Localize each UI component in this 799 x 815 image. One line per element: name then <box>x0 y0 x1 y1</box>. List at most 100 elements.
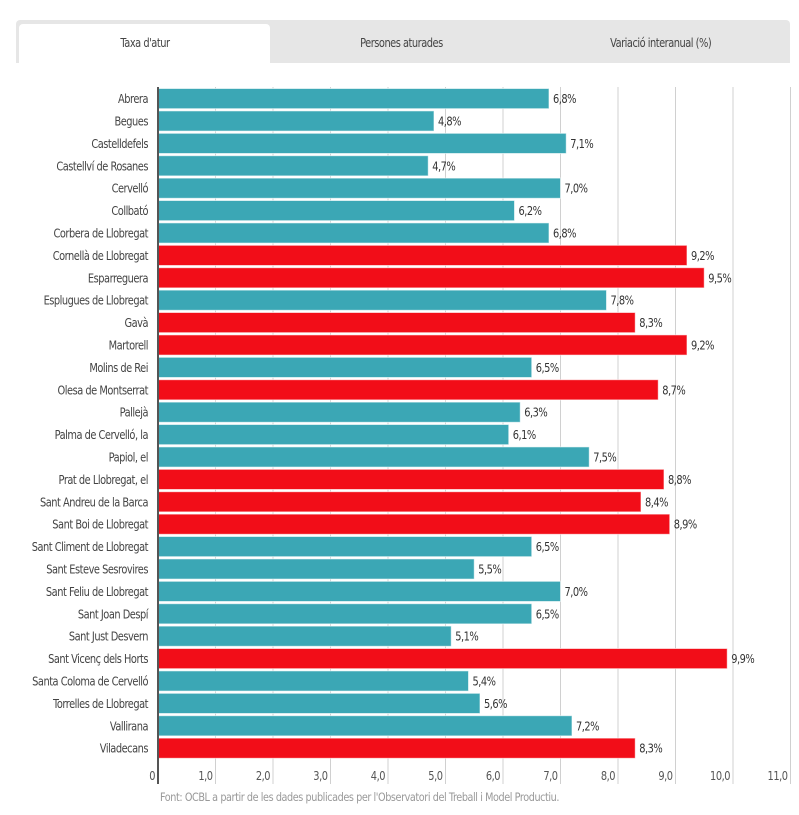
category-label: Castelldefels <box>91 137 148 151</box>
category-label: Castellví de Rosanes <box>56 159 148 173</box>
category-label: Viladecans <box>100 742 149 756</box>
value-labels: 6,8% 4,8% 7,1% 4,7% 7,0% 6,2% 6,8% 9,2% 9,5% 7,8%… <box>432 92 755 756</box>
data-label: 7,8% <box>611 294 634 308</box>
bar[interactable] <box>157 580 561 602</box>
category-label: Sant Boi de Llobregat <box>52 518 149 532</box>
tab-taxa-atur[interactable]: Taxa d'atur <box>19 24 270 63</box>
source-note: Font: OCBL a partir de les dades publica… <box>160 790 560 804</box>
category-label: Sant Vicenç dels Horts <box>48 652 149 666</box>
data-label: 7,2% <box>576 719 599 733</box>
data-label: 5,5% <box>478 563 501 577</box>
x-tick-label: 10,0 <box>710 769 730 783</box>
bar[interactable] <box>157 625 452 647</box>
category-label: Sant Just Desvern <box>69 630 149 644</box>
category-label: Prat de Llobregat, el <box>59 473 149 487</box>
data-label: 6,2% <box>519 204 542 218</box>
category-label: Gavà <box>124 316 148 330</box>
data-label: 7,1% <box>570 137 593 151</box>
category-label: Esplugues de Llobregat <box>44 294 150 308</box>
bar[interactable] <box>157 177 561 199</box>
bar[interactable] <box>157 468 665 490</box>
tab-label: Variació interanual (%) <box>610 36 712 50</box>
category-labels: Abrera Begues Castelldefels Castellví de Ro… <box>32 92 150 756</box>
x-tick-label: 5,0 <box>428 769 443 783</box>
bar[interactable] <box>157 401 521 423</box>
data-label: 7,0% <box>565 585 588 599</box>
bar[interactable] <box>157 603 533 625</box>
category-label: Sant Esteve Sesrovires <box>46 563 148 577</box>
bar[interactable] <box>157 289 607 311</box>
x-tick-label: 11,0 <box>768 769 788 783</box>
tab-persones-aturades[interactable]: Persones aturades <box>270 24 532 63</box>
bar[interactable] <box>157 267 705 289</box>
data-label: 5,1% <box>455 630 478 644</box>
category-label: Sant Feliu de Llobregat <box>46 585 149 599</box>
tab-label: Taxa d'atur <box>119 36 170 50</box>
data-label: 8,3% <box>639 316 662 330</box>
bar[interactable] <box>157 132 567 155</box>
tab-bar: Taxa d'atur Persones aturades Variació i… <box>16 20 790 63</box>
category-label: Santa Coloma de Cervelló <box>32 675 149 689</box>
bar[interactable] <box>157 648 728 670</box>
category-label: Sant Joan Despí <box>78 607 149 621</box>
data-label: 8,4% <box>645 495 668 509</box>
tab-variacio-interanual[interactable]: Variació interanual (%) <box>532 24 790 63</box>
data-label: 7,5% <box>593 451 616 465</box>
category-label: Sant Andreu de la Barca <box>40 495 148 509</box>
data-label: 8,8% <box>668 473 691 487</box>
bar[interactable] <box>157 379 659 401</box>
category-label: Pallejà <box>120 406 148 420</box>
category-label: Martorell <box>109 339 149 353</box>
category-label: Corbera de Llobregat <box>54 227 150 241</box>
category-label: Vallirana <box>110 719 148 733</box>
bar[interactable] <box>157 312 636 334</box>
bar[interactable] <box>157 513 671 535</box>
data-label: 6,8% <box>553 227 576 241</box>
bar[interactable] <box>157 334 688 356</box>
data-label: 9,2% <box>691 339 714 353</box>
data-label: 6,5% <box>536 361 559 375</box>
x-tick-label: 9,0 <box>658 769 673 783</box>
category-label: Cornellà de Llobregat <box>53 249 149 263</box>
category-label: Olesa de Montserrat <box>58 383 150 397</box>
bar[interactable] <box>157 222 550 244</box>
bar[interactable] <box>157 715 573 737</box>
category-label: Papiol, el <box>109 451 149 465</box>
data-label: 7,0% <box>565 182 588 196</box>
bar[interactable] <box>157 155 429 177</box>
data-label: 9,2% <box>691 249 714 263</box>
bar[interactable] <box>157 670 469 692</box>
bar[interactable] <box>157 692 481 714</box>
bar[interactable] <box>157 737 636 759</box>
category-label: Palma de Cervelló, la <box>55 428 148 442</box>
x-tick-label: 2,0 <box>256 769 271 783</box>
bar[interactable] <box>157 446 590 468</box>
bar[interactable] <box>157 356 533 378</box>
x-tick-label: 1,0 <box>198 769 213 783</box>
data-label: 6,5% <box>536 607 559 621</box>
bar[interactable] <box>157 491 642 513</box>
bar[interactable] <box>157 244 688 267</box>
category-label: Esparreguera <box>88 271 148 285</box>
bar[interactable] <box>157 558 475 580</box>
category-label: Cervelló <box>112 182 149 196</box>
bar[interactable] <box>157 200 515 222</box>
data-label: 5,4% <box>473 675 496 689</box>
x-axis-ticks: 0 1,0 2,0 3,0 4,0 5,0 6,0 7,0 8,0 9,0 10,0 11,0 <box>149 769 788 783</box>
data-label: 6,3% <box>524 406 547 420</box>
data-label: 6,8% <box>553 92 576 106</box>
bar[interactable] <box>157 88 550 110</box>
data-label: 6,5% <box>536 540 559 554</box>
bars <box>157 88 728 759</box>
bar[interactable] <box>157 424 510 446</box>
data-label: 5,6% <box>484 697 507 711</box>
category-label: Begues <box>114 115 148 129</box>
bar[interactable] <box>157 110 435 132</box>
category-label: Sant Climent de Llobregat <box>32 540 149 554</box>
x-tick-label: 6,0 <box>486 769 501 783</box>
bar[interactable] <box>157 536 533 558</box>
data-label: 6,1% <box>513 428 536 442</box>
data-label: 4,7% <box>432 159 455 173</box>
x-tick-label: 8,0 <box>601 769 616 783</box>
